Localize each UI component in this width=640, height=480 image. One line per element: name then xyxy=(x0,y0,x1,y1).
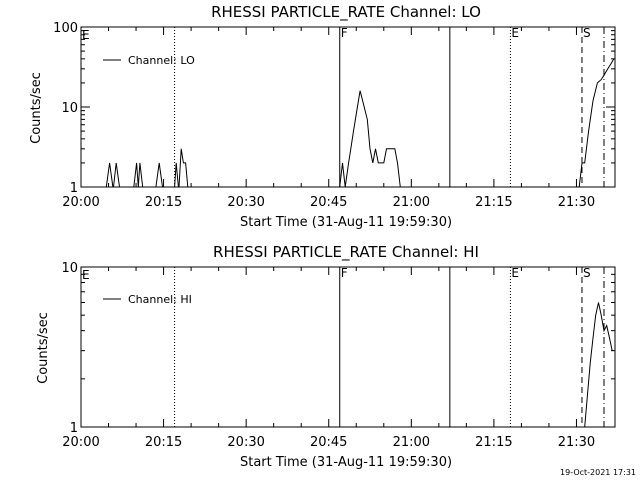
event-label-lo-3: E xyxy=(511,26,519,40)
x-tick-label-hi: 20:45 xyxy=(310,435,347,450)
corner-label-hi: E xyxy=(82,268,90,282)
series-line-lo-2 xyxy=(133,162,144,188)
x-tick-label-lo: 21:30 xyxy=(558,195,595,210)
y-tick-label-hi: 10 xyxy=(61,261,78,276)
series-line-lo-5 xyxy=(178,148,189,188)
y-axis-label-lo: Counts/sec xyxy=(29,72,44,144)
event-label-lo-4: S xyxy=(583,26,591,40)
legend-label-hi: Channel: HI xyxy=(128,293,192,306)
footer-date-stamp: 19-Oct-2021 17:31 xyxy=(560,468,636,477)
x-tick-label-hi: 20:15 xyxy=(145,435,182,450)
x-tick-label-lo: 21:00 xyxy=(393,195,430,210)
x-tick-label-hi: 20:00 xyxy=(62,435,99,450)
x-tick-label-hi: 20:30 xyxy=(227,435,264,450)
y-tick-label-lo: 100 xyxy=(53,21,78,36)
series-line-lo-1 xyxy=(113,162,120,188)
corner-label-lo: E xyxy=(82,28,90,42)
y-tick-label-lo: 10 xyxy=(61,101,78,116)
x-axis-label-lo: Start Time (31-Aug-11 19:59:30) xyxy=(240,215,452,230)
series-line-lo-6 xyxy=(339,90,401,188)
event-label-hi-4: S xyxy=(583,266,591,280)
x-tick-label-hi: 21:30 xyxy=(558,435,595,450)
x-tick-label-hi: 21:00 xyxy=(393,435,430,450)
plot-frame-lo xyxy=(80,26,616,188)
x-tick-label-lo: 20:00 xyxy=(62,195,99,210)
plot-frame-hi xyxy=(80,266,616,428)
event-label-hi-1: F xyxy=(341,266,348,280)
event-label-lo-1: F xyxy=(341,26,348,40)
series-line-lo-3 xyxy=(155,162,163,188)
x-tick-label-lo: 20:15 xyxy=(145,195,182,210)
chart-title-lo: RHESSI PARTICLE_RATE Channel: LO xyxy=(211,3,481,22)
legend-label-lo: Channel: LO xyxy=(128,54,195,67)
chart-title-hi: RHESSI PARTICLE_RATE Channel: HI xyxy=(213,243,479,262)
x-tick-label-lo: 21:15 xyxy=(475,195,512,210)
series-line-lo-7 xyxy=(578,58,615,188)
series-line-hi-0 xyxy=(584,302,613,428)
x-tick-label-lo: 20:45 xyxy=(310,195,347,210)
y-tick-label-hi: 1 xyxy=(70,421,78,436)
y-axis-label-hi: Counts/sec xyxy=(36,312,51,384)
series-line-lo-4 xyxy=(174,162,179,188)
x-tick-label-lo: 20:30 xyxy=(227,195,264,210)
series-line-lo-0 xyxy=(105,162,114,188)
y-tick-label-lo: 1 xyxy=(70,181,78,196)
x-tick-label-hi: 21:15 xyxy=(475,435,512,450)
event-label-hi-3: E xyxy=(511,266,519,280)
x-axis-label-hi: Start Time (31-Aug-11 19:59:30) xyxy=(240,455,452,470)
